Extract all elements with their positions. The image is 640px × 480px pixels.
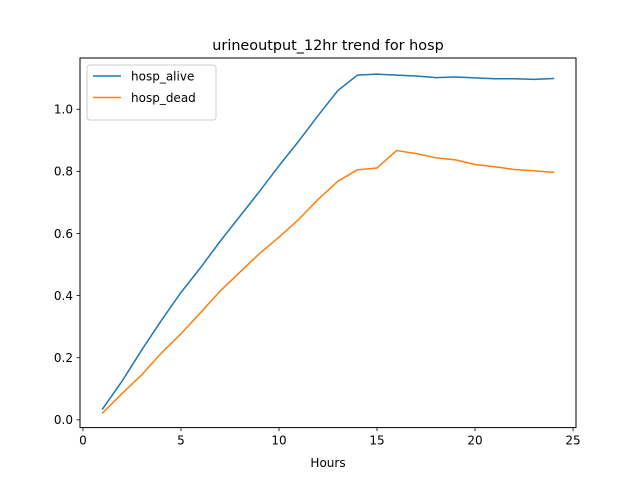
series-layer bbox=[101, 73, 555, 415]
x-tick-label: 20 bbox=[467, 434, 482, 448]
x-tick-label: 10 bbox=[271, 434, 286, 448]
y-tick-label: 0.4 bbox=[54, 289, 73, 303]
legend-frame bbox=[86, 64, 217, 121]
y-tick-label: 0.6 bbox=[54, 227, 73, 241]
legend: hosp_alive hosp_dead bbox=[86, 64, 217, 121]
series-line-hosp-dead bbox=[101, 149, 555, 415]
y-tick-label: 0.0 bbox=[54, 413, 73, 427]
x-tick-label: 15 bbox=[369, 434, 384, 448]
x-tick-label: 25 bbox=[565, 434, 580, 448]
y-tick-label: 0.2 bbox=[54, 351, 73, 365]
x-tick-label: 0 bbox=[79, 434, 87, 448]
legend-label: hosp_alive bbox=[131, 69, 194, 83]
axes-layer: 0 5 10 15 20 25 0.0 0.2 0.4 0.6 0.8 1.0 bbox=[54, 103, 581, 448]
y-tick-label: 1.0 bbox=[54, 103, 73, 117]
chart-title: urineoutput_12hr trend for hosp bbox=[212, 38, 443, 54]
y-tick-label: 0.8 bbox=[54, 165, 73, 179]
plot-frame bbox=[79, 57, 577, 429]
x-axis-label: Hours bbox=[310, 456, 345, 470]
x-tick-label: 5 bbox=[177, 434, 185, 448]
series-line-hosp-alive bbox=[101, 73, 555, 411]
legend-label: hosp_dead bbox=[131, 91, 196, 105]
